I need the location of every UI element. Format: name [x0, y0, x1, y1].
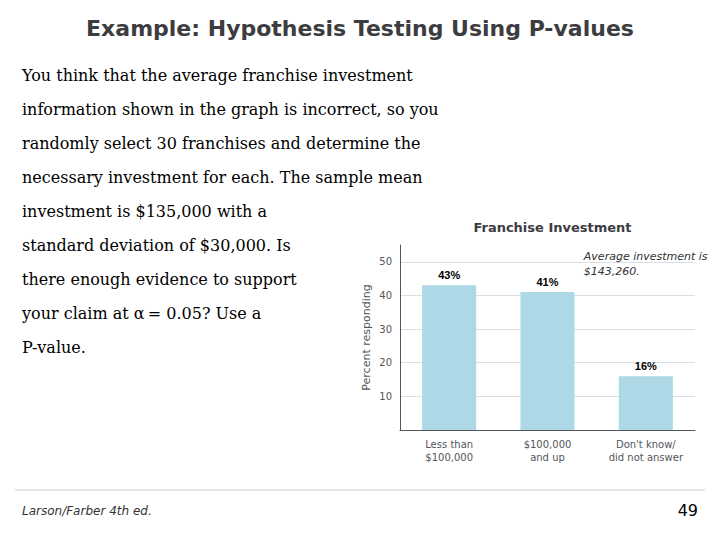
- svg-text:randomly select 30 franchises: randomly select 30 franchises and determ…: [22, 134, 421, 153]
- svg-text:$143,260.: $143,260.: [584, 265, 640, 278]
- svg-text:20: 20: [379, 357, 392, 368]
- svg-text:did not answer: did not answer: [609, 452, 684, 463]
- svg-text:Example: Hypothesis Testing Us: Example: Hypothesis Testing Using P-valu…: [86, 16, 634, 41]
- svg-text:Franchise Investment: Franchise Investment: [473, 220, 631, 235]
- svg-text:49: 49: [678, 501, 698, 520]
- svg-text:your claim at α = 0.05? Use a: your claim at α = 0.05? Use a: [21, 304, 262, 323]
- svg-text:$100,000: $100,000: [524, 439, 572, 450]
- svg-text:information shown in the graph: information shown in the graph is incorr…: [22, 100, 439, 119]
- svg-text:Percent responding: Percent responding: [360, 284, 373, 390]
- svg-text:Larson/Farber 4th ed.: Larson/Farber 4th ed.: [22, 504, 152, 518]
- svg-text:16%: 16%: [635, 360, 657, 372]
- svg-text:investment is $135,000 with a: investment is $135,000 with a: [22, 202, 268, 221]
- svg-text:Less than: Less than: [425, 439, 473, 450]
- svg-text:Average investment is: Average investment is: [583, 250, 708, 263]
- svg-text:30: 30: [379, 324, 392, 335]
- svg-text:and up: and up: [530, 452, 565, 463]
- svg-text:$100,000: $100,000: [425, 452, 473, 463]
- svg-text:50: 50: [379, 256, 392, 267]
- svg-text:there enough evidence to suppo: there enough evidence to support: [22, 270, 297, 289]
- svg-text:10: 10: [379, 391, 392, 402]
- svg-text:You think that the average fra: You think that the average franchise inv…: [21, 66, 413, 85]
- svg-text:necessary investment for each.: necessary investment for each. The sampl…: [22, 168, 423, 187]
- svg-text:40: 40: [379, 290, 392, 301]
- svg-text:P-value.: P-value.: [22, 338, 86, 357]
- svg-text:Don't know/: Don't know/: [616, 439, 676, 450]
- svg-text:standard deviation of $30,000.: standard deviation of $30,000. Is: [22, 236, 291, 255]
- svg-text:41%: 41%: [536, 276, 558, 288]
- svg-text:43%: 43%: [438, 269, 460, 281]
